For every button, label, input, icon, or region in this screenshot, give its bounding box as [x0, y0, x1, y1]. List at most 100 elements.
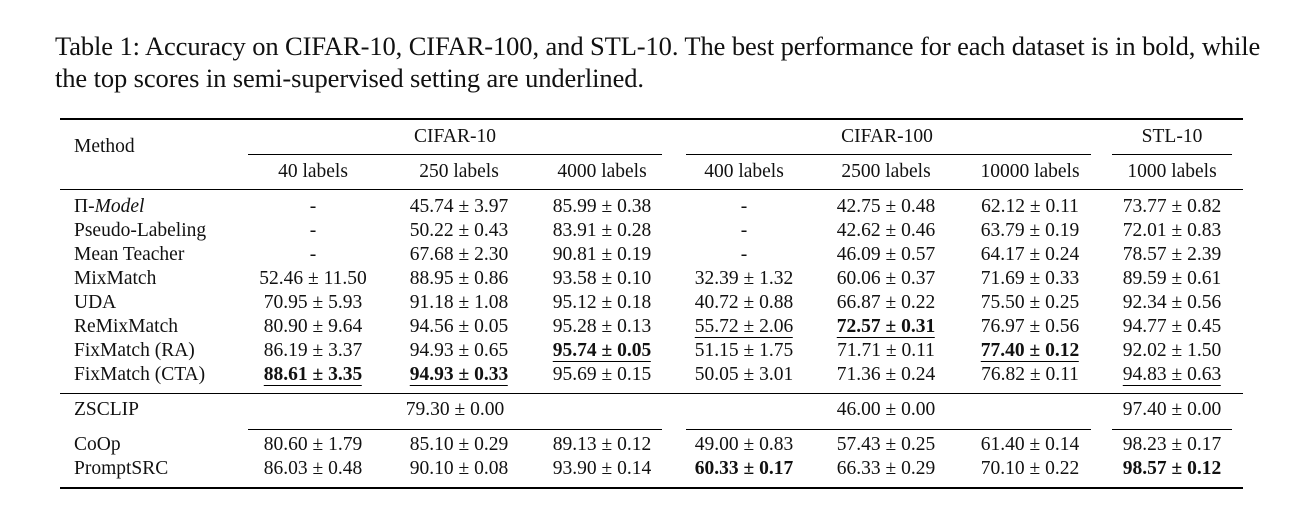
table-cell: 77.40 ± 0.12 — [980, 340, 1080, 362]
header-stl10: STL-10 — [1141, 126, 1203, 147]
table-cell: 95.12 ± 0.18 — [552, 292, 652, 313]
zsclip-cifar10: 79.30 ± 0.00 — [405, 399, 505, 420]
table-cell: 83.91 ± 0.28 — [552, 220, 652, 241]
cifar100-group-rule — [686, 154, 1091, 155]
bottom-rule — [60, 487, 1243, 489]
table-cell: 40.72 ± 0.88 — [694, 292, 794, 313]
table-cell: 61.40 ± 0.14 — [980, 434, 1080, 455]
table-cell: 94.56 ± 0.05 — [409, 316, 509, 337]
row-method: CoOp — [74, 434, 121, 455]
col-header: 250 labels — [419, 161, 499, 182]
table-cell: 94.93 ± 0.33 — [409, 364, 509, 386]
row-method: UDA — [74, 292, 117, 313]
row-method: PromptSRC — [74, 458, 169, 479]
table-cell: 95.28 ± 0.13 — [552, 316, 652, 337]
table-cell: 90.10 ± 0.08 — [409, 458, 509, 479]
table-cell: 86.19 ± 3.37 — [263, 340, 363, 361]
stl10-group-rule — [1112, 154, 1232, 155]
table-cell: 72.01 ± 0.83 — [1122, 220, 1222, 241]
table-cell: 93.58 ± 0.10 — [552, 268, 652, 289]
table-cell: 85.10 ± 0.29 — [409, 434, 509, 455]
table-cell: 80.90 ± 9.64 — [263, 316, 363, 337]
mid-rule — [60, 393, 1243, 394]
table-cell: 60.33 ± 0.17 — [694, 458, 794, 479]
table-cell: 67.68 ± 2.30 — [409, 244, 509, 265]
table-cell: 94.77 ± 0.45 — [1122, 316, 1222, 337]
table-cell: 49.00 ± 0.83 — [694, 434, 794, 455]
header-cifar10: CIFAR-10 — [414, 126, 496, 147]
cifar100-group-rule-2 — [686, 429, 1091, 430]
table-cell: 62.12 ± 0.11 — [981, 196, 1079, 217]
table-cell: - — [309, 244, 317, 265]
row-method: Pseudo-Labeling — [74, 220, 207, 241]
stl10-group-rule-2 — [1112, 429, 1232, 430]
table-cell: 78.57 ± 2.39 — [1122, 244, 1222, 265]
table-cell: - — [309, 220, 317, 241]
table-cell: 75.50 ± 0.25 — [980, 292, 1080, 313]
col-header: 1000 labels — [1127, 161, 1217, 182]
header-rule — [60, 189, 1243, 190]
zsclip-method: ZSCLIP — [74, 399, 140, 420]
table-cell: 57.43 ± 0.25 — [836, 434, 936, 455]
table-cell: 52.46 ± 11.50 — [259, 268, 367, 289]
col-header: 10000 labels — [980, 161, 1080, 182]
table-cell: 66.87 ± 0.22 — [836, 292, 936, 313]
table-cell: 93.90 ± 0.14 — [552, 458, 652, 479]
table-cell: 92.02 ± 1.50 — [1122, 340, 1222, 361]
col-header: 2500 labels — [841, 161, 931, 182]
table-cell: 94.93 ± 0.65 — [409, 340, 509, 361]
table-cell: 50.22 ± 0.43 — [409, 220, 509, 241]
zsclip-cifar100: 46.00 ± 0.00 — [836, 399, 936, 420]
table-cell: 98.23 ± 0.17 — [1122, 434, 1222, 455]
table-cell: 64.17 ± 0.24 — [980, 244, 1080, 265]
table-cell: 73.77 ± 0.82 — [1122, 196, 1222, 217]
table-cell: 71.69 ± 0.33 — [980, 268, 1080, 289]
table-cell: 45.74 ± 3.97 — [409, 196, 509, 217]
table-cell: 71.36 ± 0.24 — [836, 364, 936, 385]
table-cell: 76.97 ± 0.56 — [980, 316, 1080, 337]
table-cell: 63.79 ± 0.19 — [980, 220, 1080, 241]
table-cell: - — [740, 244, 748, 265]
col-header: 4000 labels — [557, 161, 647, 182]
table-cell: 80.60 ± 1.79 — [263, 434, 363, 455]
table-cell: 90.81 ± 0.19 — [552, 244, 652, 265]
table-cell: 71.71 ± 0.11 — [837, 340, 935, 361]
table-cell: 94.83 ± 0.63 — [1122, 364, 1222, 386]
table-cell: 60.06 ± 0.37 — [836, 268, 936, 289]
table-cell: 46.09 ± 0.57 — [836, 244, 936, 265]
row-method: ReMixMatch — [74, 316, 178, 337]
table-cell: 92.34 ± 0.56 — [1122, 292, 1222, 313]
table-cell: 89.59 ± 0.61 — [1122, 268, 1222, 289]
table-cell: 89.13 ± 0.12 — [552, 434, 652, 455]
table-cell: 66.33 ± 0.29 — [836, 458, 936, 479]
table-cell: 88.95 ± 0.86 — [409, 268, 509, 289]
table-cell: - — [309, 196, 317, 217]
table-cell: - — [740, 196, 748, 217]
table-cell: 55.72 ± 2.06 — [694, 316, 794, 338]
table-cell: 70.10 ± 0.22 — [980, 458, 1080, 479]
cifar10-group-rule-2 — [248, 429, 662, 430]
table-cell: 88.61 ± 3.35 — [263, 364, 363, 386]
cifar10-group-rule — [248, 154, 662, 155]
table-cell: 50.05 ± 3.01 — [694, 364, 794, 385]
col-header: 40 labels — [278, 161, 348, 182]
row-method: FixMatch (CTA) — [74, 364, 206, 385]
table-cell: 98.57 ± 0.12 — [1122, 458, 1222, 479]
top-rule — [60, 118, 1243, 120]
row-method: FixMatch (RA) — [74, 340, 195, 361]
table-cell: 32.39 ± 1.32 — [694, 268, 794, 289]
table-cell: 42.62 ± 0.46 — [836, 220, 936, 241]
col-header: 400 labels — [704, 161, 784, 182]
row-method: MixMatch — [74, 268, 157, 289]
table-cell: - — [740, 220, 748, 241]
table-cell: 76.82 ± 0.11 — [981, 364, 1079, 385]
header-cifar100: CIFAR-100 — [841, 126, 933, 147]
header-method: Method — [74, 136, 135, 157]
table-caption: Table 1: Accuracy on CIFAR-10, CIFAR-100… — [55, 31, 1261, 93]
table-cell: 95.74 ± 0.05 — [552, 340, 652, 362]
table-cell: 72.57 ± 0.31 — [836, 316, 936, 338]
row-method: Mean Teacher — [74, 244, 185, 265]
table-cell: 95.69 ± 0.15 — [552, 364, 652, 385]
table-cell: 51.15 ± 1.75 — [694, 340, 794, 361]
zsclip-stl10: 97.40 ± 0.00 — [1122, 399, 1222, 420]
